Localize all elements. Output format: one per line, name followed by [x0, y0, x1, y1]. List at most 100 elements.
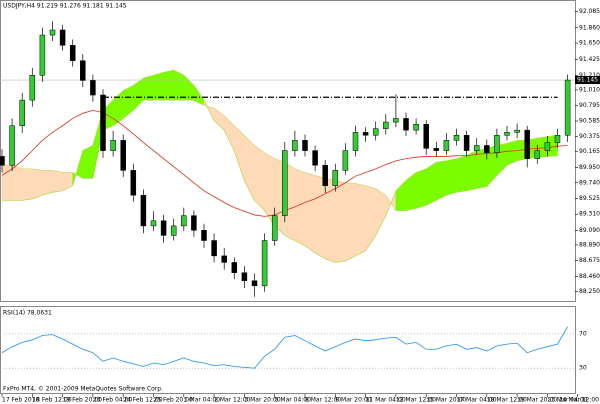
cloud-segment	[466, 150, 478, 192]
cloud-segment	[314, 175, 326, 260]
x-tick-label: 17 Feb 2010	[2, 397, 40, 404]
y-tick-label: 88.890	[579, 241, 600, 248]
cloud-segment	[334, 180, 346, 263]
candle-body	[494, 134, 500, 154]
candle-body	[160, 220, 167, 236]
cloud-segment	[415, 168, 427, 209]
candle-body	[191, 215, 197, 231]
y-tick-label: 88.675	[579, 257, 600, 264]
candle-body	[19, 99, 25, 126]
candle-body	[110, 140, 116, 151]
candle-body	[80, 60, 86, 81]
senkou-span-b	[2, 99, 558, 211]
cloud-segment	[163, 69, 174, 101]
candle-body	[393, 118, 399, 123]
candle-body	[0, 156, 5, 166]
x-tick-label: 15 Mar 20:00	[426, 397, 466, 404]
y-tick-label: 90.375	[579, 133, 600, 140]
candle-body	[170, 225, 177, 236]
y-tick-label: 91.010	[579, 86, 600, 93]
plot	[0, 21, 575, 297]
x-tick-label: 17 Mar 04:00	[457, 397, 497, 404]
candle-body	[423, 124, 429, 149]
ichimoku-cloud	[1, 69, 558, 263]
cloud-segment	[425, 161, 437, 206]
chart-title: USDJPY,H4 91.219 91.276 91.181 91.145	[3, 3, 127, 10]
candle-body	[514, 129, 520, 133]
x-tick-label: 23 Mar 04:00	[547, 397, 587, 404]
candle-body	[372, 128, 379, 136]
candle-body	[544, 142, 551, 151]
y-tick-label: 89.740	[579, 179, 600, 186]
candle-body	[302, 140, 308, 151]
x-tick-label: 24 Feb 12:00	[123, 397, 163, 404]
cloud-segment	[11, 164, 23, 201]
cloud-segment	[304, 172, 316, 254]
y-tick-label: 88.250	[579, 288, 600, 295]
copyright: FxPro MT4, © 2001-2009 MetaQuotes Softwa…	[3, 386, 163, 393]
main-panel-frame	[0, 0, 576, 302]
x-tick-label: 1 Mar 04:00	[184, 397, 220, 404]
y-tick-label: 89.950	[579, 164, 600, 171]
x-tick-label: 3 Mar 20:00	[244, 397, 280, 404]
x-tick-label: 8 Mar 12:00	[305, 397, 341, 404]
candle-body	[201, 230, 207, 241]
cloud-segment	[1, 164, 13, 201]
candle-body	[69, 45, 76, 61]
last-price-label: 91.145	[577, 77, 598, 84]
candle-body	[352, 132, 359, 151]
candle-body	[29, 75, 36, 101]
x-tick-label: 23 Feb 04:00	[93, 397, 133, 404]
candle-body	[211, 240, 217, 257]
candle-body	[362, 132, 369, 136]
candle-body	[463, 134, 470, 151]
candle-body	[221, 255, 227, 263]
y-tick-label: 88.460	[579, 273, 600, 280]
candle-body	[100, 94, 106, 151]
cloud-segment	[42, 170, 53, 196]
candle-body	[231, 262, 238, 273]
candle-body	[453, 134, 460, 141]
x-tick-label: 2 Mar 12:00	[214, 397, 250, 404]
indicator-title: RSI(14) 78.0631	[3, 310, 52, 317]
candle-body	[9, 125, 15, 166]
x-tick-label: 18 Feb 12:00	[32, 397, 72, 404]
candle-body	[150, 220, 157, 227]
cloud-segment	[456, 155, 467, 193]
x-tick-label: 25 Feb 20:00	[154, 397, 194, 404]
candle-body	[554, 134, 561, 143]
cloud-segment	[52, 169, 63, 193]
candle-body	[504, 132, 510, 136]
x-tick-label: 19 Mar 20:00	[517, 397, 557, 404]
y-tick-label: 90.585	[579, 117, 600, 124]
candle-body	[383, 121, 389, 129]
cloud-segment	[254, 144, 265, 212]
candle-body	[342, 150, 349, 171]
y-tick-label: 89.310	[579, 211, 600, 218]
candle-body	[181, 215, 187, 227]
candle-body	[261, 240, 268, 287]
y-tick-label: 92.085	[579, 8, 600, 15]
y-tick-label: 91.650	[579, 40, 600, 47]
cloud-segment	[31, 168, 43, 200]
candle-body	[90, 80, 96, 96]
y-tick-label: 91.425	[579, 56, 600, 63]
candle-body	[251, 280, 258, 287]
candle-body	[534, 150, 541, 159]
cloud-segment	[153, 71, 164, 101]
cloud-segment	[345, 182, 356, 262]
candle-body	[473, 145, 480, 151]
indicator-tick-label: 70	[579, 330, 587, 337]
candle-body	[49, 29, 56, 36]
y-tick-label: 89.090	[579, 227, 600, 234]
candle-body	[524, 129, 530, 159]
candle-body	[403, 118, 409, 131]
candle-body	[271, 215, 278, 241]
x-tick-label: 24 Mar 12:00	[559, 397, 599, 404]
candle-body	[292, 140, 298, 151]
y-tick-label: 89.525	[579, 195, 600, 202]
candle-body	[322, 164, 328, 186]
cloud-segment	[82, 144, 94, 179]
candle-body	[413, 124, 419, 131]
x-tick-label: 11 Mar 04:00	[366, 397, 406, 404]
